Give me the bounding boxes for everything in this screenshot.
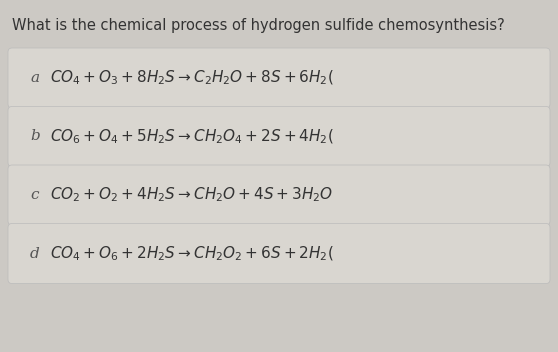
Text: c: c [30, 188, 39, 202]
FancyBboxPatch shape [8, 165, 550, 225]
Text: a: a [30, 71, 39, 85]
Text: $CO_4 + O_3 + 8H_2S \rightarrow C_2H_2O + 8S + 6H_2($: $CO_4 + O_3 + 8H_2S \rightarrow C_2H_2O … [50, 69, 334, 87]
FancyBboxPatch shape [8, 107, 550, 166]
Text: b: b [30, 130, 40, 144]
FancyBboxPatch shape [8, 48, 550, 108]
Text: $CO_6 + O_4 + 5H_2S \rightarrow CH_2O_4 + 2S + 4H_2($: $CO_6 + O_4 + 5H_2S \rightarrow CH_2O_4 … [50, 127, 334, 146]
Text: d: d [30, 246, 40, 260]
Text: $CO_4 + O_6 + 2H_2S \rightarrow CH_2O_2 + 6S + 2H_2($: $CO_4 + O_6 + 2H_2S \rightarrow CH_2O_2 … [50, 244, 334, 263]
Text: What is the chemical process of hydrogen sulfide chemosynthesis?: What is the chemical process of hydrogen… [12, 18, 505, 33]
Text: $CO_2 + O_2 + 4H_2S \rightarrow CH_2O + 4S + 3H_2O$: $CO_2 + O_2 + 4H_2S \rightarrow CH_2O + … [50, 186, 333, 205]
FancyBboxPatch shape [8, 224, 550, 283]
